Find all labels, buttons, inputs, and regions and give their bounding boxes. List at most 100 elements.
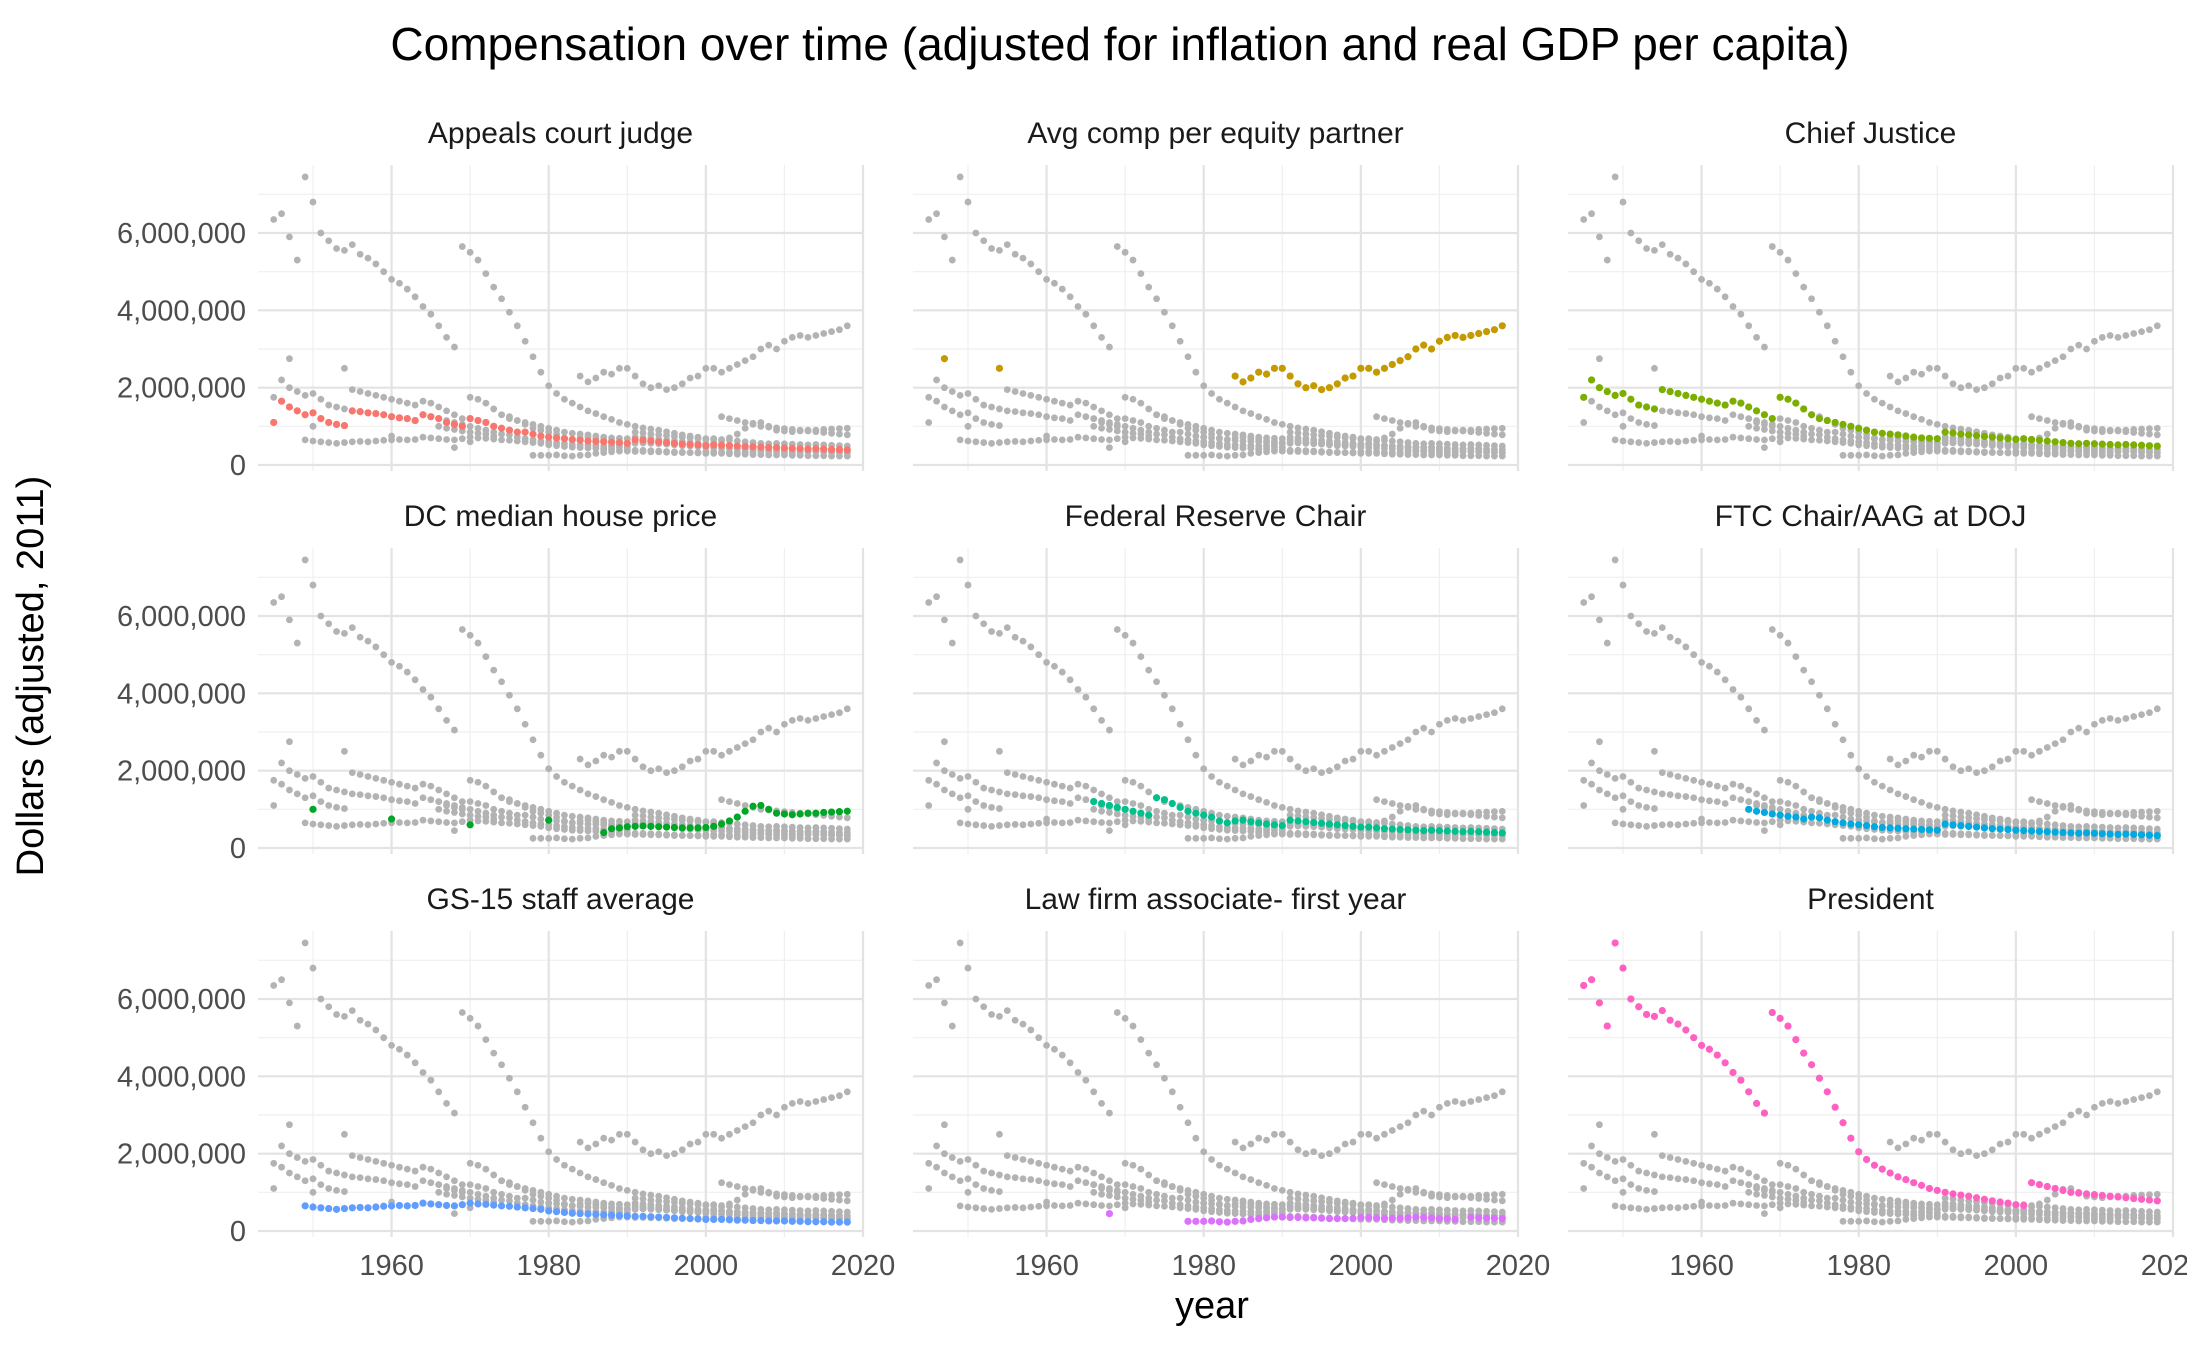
background-point: [1761, 1185, 1768, 1192]
background-point: [1341, 442, 1349, 450]
background-point: [1753, 1173, 1760, 1181]
series-point: [1396, 825, 1404, 834]
background-point: [325, 1003, 333, 1011]
background-point: [576, 1200, 584, 1208]
background-point: [678, 763, 686, 771]
background-point: [631, 811, 639, 819]
background-point: [490, 405, 498, 413]
background-point: [411, 1183, 419, 1190]
background-point: [1294, 424, 1302, 432]
background-point: [1302, 439, 1310, 446]
background-point: [341, 1013, 348, 1020]
x-tick-label: 2020: [1486, 1250, 1551, 1282]
background-point: [1011, 1204, 1019, 1211]
background-point: [1349, 831, 1357, 839]
background-point: [396, 1045, 403, 1053]
background-point: [933, 1142, 940, 1150]
background-point: [529, 353, 537, 361]
background-point: [1333, 832, 1341, 840]
background-point: [1349, 443, 1357, 450]
series-point: [513, 428, 521, 436]
background-point: [1753, 334, 1760, 341]
background-point: [293, 1022, 301, 1030]
background-point: [458, 1181, 466, 1188]
background-point: [396, 662, 403, 670]
background-point: [1886, 444, 1894, 451]
series-point: [1105, 801, 1114, 810]
background-point: [1745, 422, 1753, 430]
background-point: [1137, 1165, 1145, 1173]
background-point: [1737, 782, 1745, 790]
background-point: [380, 794, 388, 802]
background-point: [2098, 449, 2106, 457]
background-point: [925, 802, 933, 809]
background-point: [356, 771, 364, 778]
background-point: [1216, 428, 1223, 436]
background-point: [521, 1103, 529, 1111]
background-point: [466, 631, 474, 639]
series-point: [372, 409, 380, 418]
background-point: [1611, 1177, 1619, 1185]
background-point: [933, 210, 940, 218]
background-point: [1635, 1167, 1643, 1175]
background-point: [1271, 447, 1278, 455]
background-point: [1090, 415, 1098, 422]
background-point: [1113, 1201, 1121, 1209]
series-point: [1270, 364, 1279, 372]
background-point: [1808, 436, 1815, 444]
series-point: [1941, 820, 1949, 828]
background-point: [2004, 1138, 2012, 1146]
background-point: [1192, 1205, 1200, 1213]
series-point: [411, 1201, 419, 1210]
background-point: [2138, 328, 2145, 335]
background-point: [545, 428, 553, 436]
background-point: [1058, 782, 1066, 790]
background-point: [1161, 1074, 1168, 1082]
background-point: [1627, 229, 1635, 237]
background-point: [1216, 1161, 1223, 1169]
series-point: [757, 443, 765, 451]
background-point: [506, 691, 513, 699]
background-point: [726, 434, 733, 442]
background-point: [1129, 434, 1137, 442]
background-point: [2067, 728, 2075, 736]
series-point: [749, 802, 757, 810]
background-point: [474, 1022, 482, 1030]
background-point: [1381, 1181, 1388, 1188]
background-point: [1690, 819, 1698, 827]
background-point: [270, 802, 278, 809]
background-point: [1753, 417, 1760, 424]
background-point: [1988, 832, 1996, 840]
background-point: [1286, 1188, 1294, 1196]
background-point: [1074, 780, 1082, 788]
background-point: [435, 1188, 443, 1196]
series-point: [788, 1217, 796, 1225]
series-point: [725, 442, 734, 450]
background-point: [639, 812, 647, 820]
background-point: [1459, 452, 1467, 460]
series-point: [521, 1204, 529, 1212]
series-point: [1239, 816, 1247, 824]
background-point: [1674, 821, 1682, 829]
background-point: [1713, 1181, 1721, 1188]
background-point: [836, 326, 843, 334]
background-point: [561, 835, 568, 843]
background-point: [1058, 1165, 1066, 1173]
background-point: [812, 1098, 820, 1105]
background-point: [1878, 443, 1886, 451]
background-point: [1043, 796, 1050, 804]
background-point: [1231, 403, 1239, 411]
background-point: [988, 804, 995, 811]
background-point: [1043, 778, 1050, 786]
background-point: [364, 1020, 372, 1028]
series-point: [1988, 825, 1996, 833]
background-point: [1019, 1175, 1027, 1183]
series-point: [1752, 807, 1761, 815]
background-point: [2083, 807, 2090, 815]
background-point: [1121, 1181, 1129, 1188]
background-point: [1721, 1183, 1729, 1190]
background-point: [2067, 422, 2075, 430]
background-point: [1706, 797, 1713, 805]
background-point: [925, 982, 933, 989]
series-point: [1713, 399, 1721, 407]
